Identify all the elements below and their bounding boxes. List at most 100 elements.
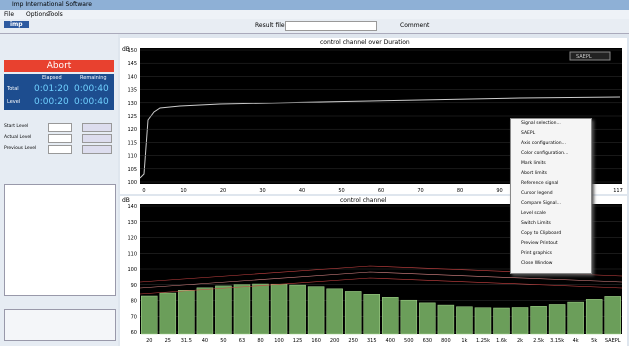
x-tick-label: 0 <box>142 188 145 194</box>
spectrum-bar <box>289 284 306 335</box>
limit-line <box>139 277 623 295</box>
menu-option[interactable]: Color configuration... <box>521 151 569 156</box>
window-title: Imp International Software <box>12 1 92 8</box>
x-tick-label: 1k <box>461 338 467 344</box>
menu-option[interactable]: Abort limits <box>521 171 547 176</box>
field-label: Actual Level <box>4 135 32 140</box>
menu-option[interactable]: Axis configuration... <box>521 141 566 146</box>
y-tick-label: 150 <box>127 48 137 54</box>
top-chart-title: control channel over Duration <box>320 39 410 46</box>
y-tick-label: 120 <box>127 236 137 242</box>
x-tick-label: 31.5 <box>181 338 192 344</box>
toolbar: imp Result file: Comment <box>0 19 629 34</box>
x-tick-label: SAEPL <box>605 338 621 344</box>
field-label: Start Level <box>4 124 29 129</box>
logo[interactable]: imp <box>4 21 29 28</box>
x-tick-label: 2.5k <box>533 338 544 344</box>
field-button[interactable] <box>82 145 112 154</box>
menu-item[interactable]: File <box>4 11 15 18</box>
x-tick-label: 125 <box>293 338 303 344</box>
x-tick-label: 500 <box>404 338 414 344</box>
x-tick-label: 250 <box>348 338 358 344</box>
elapsed-time: 0:00:20 <box>34 97 69 107</box>
result-file-box[interactable] <box>285 21 377 31</box>
left-panel: Abort Elapsed Remaining Total 0:01:20 0:00:4… <box>0 34 118 346</box>
menu-option[interactable]: Compare Signal... <box>521 201 561 206</box>
x-tick-label: 800 <box>441 338 451 344</box>
field-input[interactable] <box>48 145 72 154</box>
x-tick-label: 90 <box>496 188 502 194</box>
x-tick-label: 50 <box>220 338 226 344</box>
x-tick-label: 40 <box>202 338 208 344</box>
menu-option[interactable]: Close Window <box>521 261 553 266</box>
bottom-chart-title: control channel <box>340 197 387 204</box>
legend-label: SAEPL <box>576 54 592 60</box>
field-button[interactable] <box>82 134 112 143</box>
menu-item[interactable]: Options <box>26 11 50 18</box>
remaining-time: 0:00:40 <box>74 97 109 107</box>
y-tick-label: 70 <box>131 314 137 320</box>
menu-option[interactable]: Reference signal <box>521 181 559 186</box>
spectrum-bar <box>474 307 492 335</box>
y-tick-label: 100 <box>127 267 137 273</box>
x-tick-label: 25 <box>165 338 171 344</box>
field-button[interactable] <box>82 123 112 132</box>
limit-line <box>139 271 623 289</box>
spectrum-bar <box>567 301 584 335</box>
spectrum-bar <box>233 284 251 335</box>
status-grid <box>4 309 116 341</box>
field-input[interactable] <box>48 134 72 143</box>
menu-item[interactable]: Tools <box>48 11 63 18</box>
elapsed-time: 0:01:20 <box>34 84 69 94</box>
menu-option[interactable]: Level scale <box>521 211 546 216</box>
spectrum-bar <box>511 307 529 335</box>
x-tick-label: 200 <box>330 338 340 344</box>
spectrum-bar <box>344 291 362 335</box>
x-tick-label: 630 <box>423 338 433 344</box>
menu-option[interactable]: Copy to Clipboard <box>521 231 562 236</box>
spectrum-bar <box>178 289 195 335</box>
y-tick-label: 130 <box>127 101 137 107</box>
y-tick-label: 135 <box>127 88 137 94</box>
menu-option[interactable]: Switch Limits <box>521 221 551 226</box>
y-tick-label: 125 <box>127 114 137 120</box>
abort-button[interactable]: Abort <box>4 60 114 72</box>
x-tick-label: 20 <box>146 338 152 344</box>
menu-bar: File Options Tools <box>0 10 629 19</box>
y-tick-label: 115 <box>127 140 137 146</box>
menu-option[interactable]: Preview Printout <box>521 241 558 246</box>
x-tick-label: 400 <box>385 338 395 344</box>
x-tick-label: 5k <box>591 338 597 344</box>
y-tick-label: 145 <box>127 61 137 67</box>
spectrum-bar <box>215 285 232 335</box>
x-tick-label: 63 <box>239 338 245 344</box>
spectrum-bar <box>493 307 510 335</box>
x-tick-label: 160 <box>311 338 321 344</box>
x-tick-label: 3.15k <box>550 338 564 344</box>
row-label: Level <box>7 99 21 105</box>
spectrum-bar <box>400 299 418 335</box>
menu-option[interactable]: SAEPL <box>521 131 536 136</box>
spectrum-bar <box>159 292 177 335</box>
y-tick-label: 100 <box>127 180 137 186</box>
x-tick-label: 20 <box>220 188 226 194</box>
spectrum-bar <box>326 288 343 335</box>
menu-option[interactable]: Mark limits <box>521 161 546 166</box>
menu-option[interactable]: Signal selection... <box>521 121 561 126</box>
comment-button[interactable]: Comment <box>400 22 430 29</box>
menu-option[interactable]: Print graphics <box>521 251 553 256</box>
spectrum-bar <box>530 306 547 335</box>
y-tick-label: 120 <box>127 127 137 133</box>
field-input[interactable] <box>48 123 72 132</box>
menu-option[interactable]: Cursor legend <box>521 191 553 196</box>
x-tick-label: 80 <box>257 338 263 344</box>
spectrum-bar <box>419 302 436 335</box>
top-chart-panel: control channel over Duration dB 150 145 1… <box>120 38 627 194</box>
y-tick-label: 140 <box>127 204 137 210</box>
row-label: Total <box>7 86 19 92</box>
field-label: Previous Level <box>4 146 37 151</box>
context-menu: Signal selection... SAEPL Axis configurati… <box>510 118 592 274</box>
timer-header: Remaining <box>80 75 107 81</box>
result-file-label: Result file: <box>255 22 287 29</box>
